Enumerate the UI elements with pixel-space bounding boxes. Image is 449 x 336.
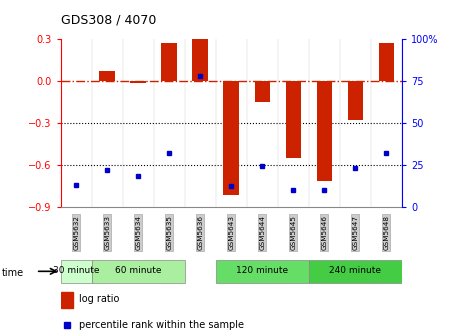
Text: GSM5643: GSM5643	[228, 215, 234, 250]
Bar	[61, 260, 92, 283]
Text: GSM5634: GSM5634	[135, 215, 141, 250]
Bar	[224, 81, 239, 196]
Text: GSM5635: GSM5635	[166, 215, 172, 250]
Bar	[92, 260, 185, 283]
Bar	[379, 43, 394, 81]
Bar	[348, 81, 363, 120]
Text: GDS308 / 4070: GDS308 / 4070	[61, 13, 156, 27]
Text: percentile rank within the sample: percentile rank within the sample	[79, 320, 244, 330]
Bar	[317, 81, 332, 181]
Text: time: time	[2, 268, 24, 278]
Bar	[99, 71, 115, 81]
Bar	[130, 81, 146, 83]
Text: 60 minute: 60 minute	[115, 266, 162, 275]
Bar	[309, 260, 402, 283]
Text: GSM5645: GSM5645	[291, 215, 296, 250]
Text: GSM5636: GSM5636	[197, 215, 203, 250]
Text: GSM5648: GSM5648	[383, 215, 389, 250]
Text: GSM5647: GSM5647	[352, 215, 358, 250]
Text: GSM5633: GSM5633	[104, 215, 110, 250]
Bar	[255, 81, 270, 101]
Text: GSM5644: GSM5644	[259, 215, 265, 250]
Bar	[216, 260, 309, 283]
Text: 120 minute: 120 minute	[236, 266, 288, 275]
Bar	[193, 39, 208, 81]
Bar	[162, 43, 177, 81]
Text: log ratio: log ratio	[79, 294, 120, 304]
Bar	[61, 292, 73, 308]
Text: 30 minute: 30 minute	[53, 266, 99, 275]
Text: GSM5632: GSM5632	[73, 215, 79, 250]
Text: GSM5646: GSM5646	[321, 215, 327, 250]
Bar	[286, 81, 301, 158]
Text: 240 minute: 240 minute	[329, 266, 381, 275]
